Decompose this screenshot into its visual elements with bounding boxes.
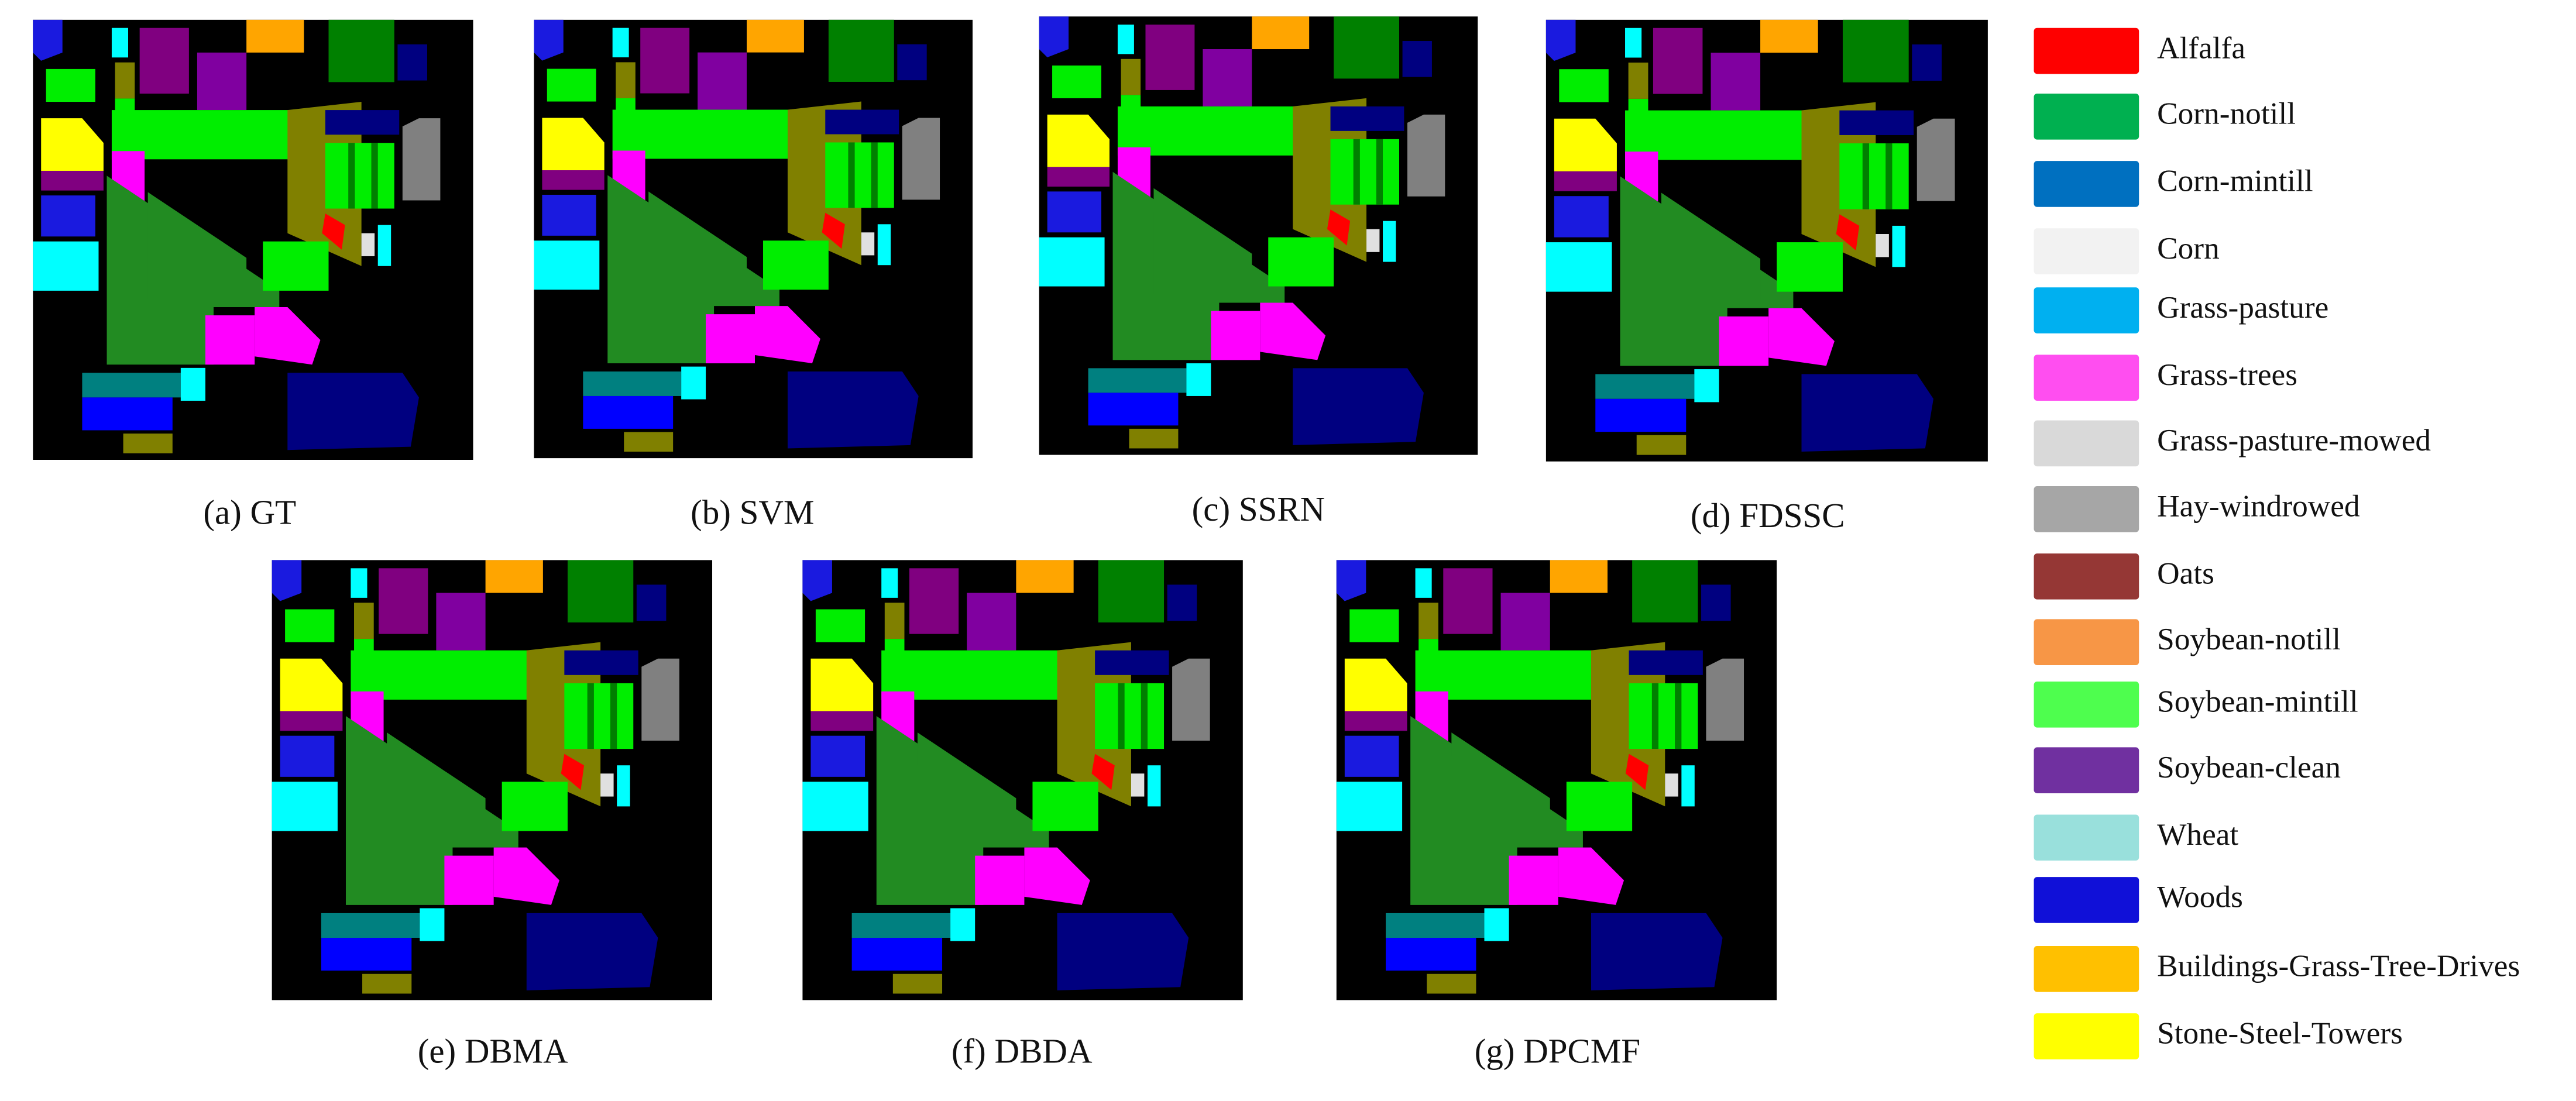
legend-swatch bbox=[2034, 161, 2139, 207]
caption: (b) SVM bbox=[691, 493, 814, 532]
legend: Alfalfa Corn-notill Corn-mintill Corn Grass-… bbox=[2034, 27, 2520, 1059]
legend-label: Corn bbox=[2157, 230, 2220, 266]
legend-swatch bbox=[2034, 94, 2139, 140]
classification-map bbox=[1336, 560, 1777, 1000]
classification-map bbox=[534, 19, 973, 459]
classification-map bbox=[1545, 19, 1988, 462]
legend-swatch bbox=[2034, 619, 2139, 665]
legend-label: Soybean-clean bbox=[2157, 749, 2341, 785]
legend-swatch bbox=[2034, 747, 2139, 793]
caption: (g) DPCMF bbox=[1475, 1031, 1640, 1070]
legend-label: Soybean-mintill bbox=[2157, 684, 2358, 719]
legend-label: Corn-notill bbox=[2157, 96, 2296, 131]
caption: (d) FDSSC bbox=[1691, 496, 1845, 535]
legend-label: Oats bbox=[2157, 556, 2214, 591]
legend-label: Corn-mintill bbox=[2157, 163, 2313, 198]
caption: (e) DBMA bbox=[418, 1031, 568, 1070]
classification-map bbox=[802, 560, 1243, 1000]
classification-map bbox=[272, 560, 713, 1000]
classification-map bbox=[1039, 16, 1478, 455]
legend-label: Soybean-notill bbox=[2157, 621, 2341, 656]
legend-swatch bbox=[2034, 287, 2139, 333]
legend-swatch bbox=[2034, 486, 2139, 532]
legend-swatch bbox=[2034, 228, 2139, 274]
legend-label: Alfalfa bbox=[2157, 30, 2245, 65]
legend-label: Hay-windrowed bbox=[2157, 488, 2360, 524]
legend-swatch bbox=[2034, 814, 2139, 861]
legend-swatch bbox=[2034, 553, 2139, 600]
caption: (a) GT bbox=[203, 493, 296, 532]
legend-label: Grass-pasture bbox=[2157, 290, 2328, 325]
legend-swatch bbox=[2034, 682, 2139, 728]
legend-swatch bbox=[2034, 420, 2139, 467]
legend-label: Buildings-Grass-Tree-Drives bbox=[2157, 948, 2520, 983]
legend-swatch bbox=[2034, 946, 2139, 992]
legend-swatch bbox=[2034, 877, 2139, 923]
classification-map bbox=[33, 19, 473, 460]
legend-label: Wheat bbox=[2157, 817, 2238, 852]
legend-swatch bbox=[2034, 1013, 2139, 1059]
legend-label: Stone-Steel-Towers bbox=[2157, 1016, 2403, 1051]
caption: (f) DBDA bbox=[952, 1031, 1093, 1070]
legend-label: Grass-pasture-mowed bbox=[2157, 422, 2431, 457]
legend-swatch bbox=[2034, 355, 2139, 401]
legend-label: Woods bbox=[2157, 879, 2243, 914]
legend-swatch bbox=[2034, 27, 2139, 74]
legend-label: Grass-trees bbox=[2157, 357, 2297, 392]
caption: (c) SSRN bbox=[1192, 490, 1325, 528]
